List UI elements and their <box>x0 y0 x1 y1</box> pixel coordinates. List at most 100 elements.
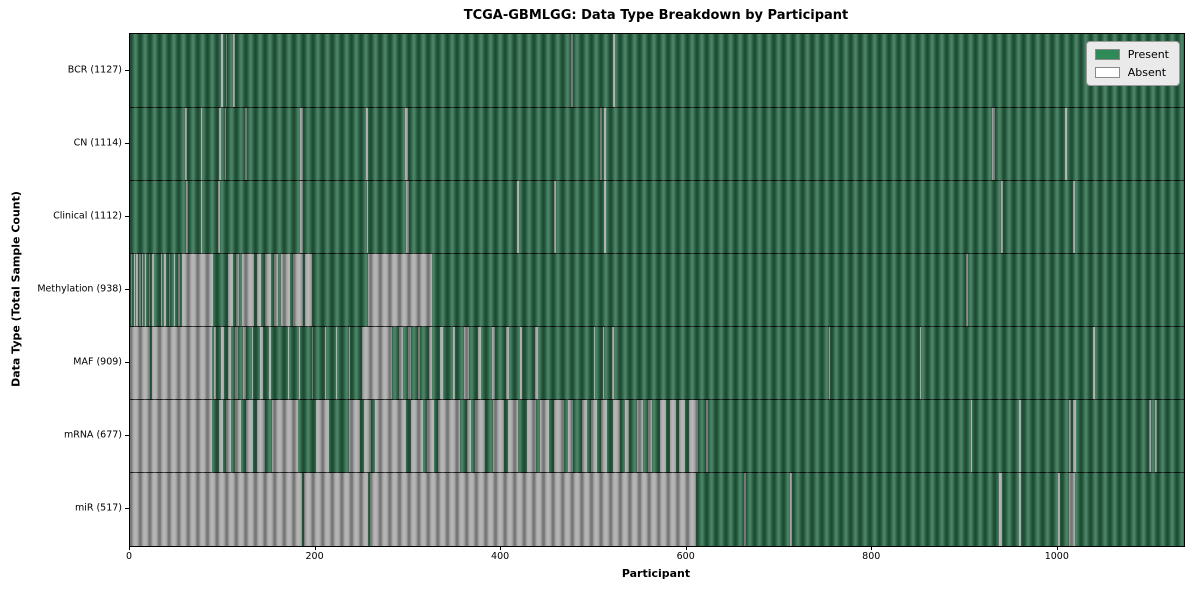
ytick-mark <box>125 508 129 510</box>
ytick-label-maf: MAF (909) <box>73 356 122 368</box>
absent-segment <box>152 326 212 400</box>
absent-segment <box>439 326 443 400</box>
absent-segment <box>228 253 233 327</box>
absent-segment <box>706 399 709 473</box>
xtick-label-800: 800 <box>862 551 881 562</box>
xtick-mark <box>314 546 316 550</box>
absent-segment <box>257 399 266 473</box>
absent-segment <box>507 399 518 473</box>
absent-segment <box>200 180 203 254</box>
ytick-label-mir: miR (517) <box>74 502 122 514</box>
absent-segment <box>184 107 187 181</box>
row-mir <box>130 472 1184 546</box>
absent-segment <box>612 326 614 400</box>
absent-segment <box>1001 180 1004 254</box>
legend-item-absent: Absent <box>1094 66 1169 79</box>
absent-segment <box>243 326 246 400</box>
absent-segment <box>370 472 696 546</box>
absent-segment <box>593 326 596 400</box>
absent-segment <box>405 180 410 254</box>
absent-segment <box>228 326 232 400</box>
absent-segment <box>534 326 539 400</box>
absent-segment <box>679 399 685 473</box>
absent-segment <box>324 326 327 400</box>
absent-segment <box>581 399 588 473</box>
absent-segment <box>567 399 574 473</box>
absent-segment <box>269 326 272 400</box>
absent-segment <box>965 253 968 327</box>
row-bcr <box>130 34 1184 108</box>
absent-segment <box>604 107 606 181</box>
absent-segment <box>688 399 698 473</box>
absent-segment <box>219 107 221 181</box>
absent-segment <box>527 399 537 473</box>
row-mrna <box>130 399 1184 473</box>
absent-segment <box>299 180 304 254</box>
ytick-mark <box>125 362 129 364</box>
absent-segment <box>224 107 227 181</box>
ytick-label-methylation: Methylation (938) <box>37 283 122 295</box>
ytick-mark <box>125 142 129 144</box>
plot-area: Present Absent <box>129 33 1185 547</box>
xtick-label-400: 400 <box>491 551 510 562</box>
absent-segment <box>828 326 831 400</box>
absent-segment <box>601 399 607 473</box>
absent-segment <box>1093 326 1095 400</box>
absent-segment <box>744 472 747 546</box>
absent-segment <box>219 399 223 473</box>
absent-swatch-icon <box>1094 67 1120 78</box>
absent-segment <box>299 107 304 181</box>
legend-label-absent: Absent <box>1127 66 1167 79</box>
ytick-mark <box>125 289 129 290</box>
absent-segment <box>477 326 481 400</box>
absent-segment <box>335 326 338 400</box>
legend: Present Absent <box>1085 41 1180 86</box>
absent-segment <box>130 326 151 400</box>
absent-segment <box>348 399 361 473</box>
row-separator <box>130 399 1184 401</box>
absent-segment <box>636 399 644 473</box>
absent-segment <box>492 399 504 473</box>
absent-segment <box>669 399 676 473</box>
absent-segment <box>226 399 232 473</box>
absent-segment <box>348 326 351 400</box>
absent-segment <box>271 399 298 473</box>
absent-segment <box>999 472 1003 546</box>
absent-segment <box>540 399 550 473</box>
row-separator <box>130 326 1184 328</box>
row-separator <box>130 252 1184 254</box>
absent-segment <box>428 326 432 400</box>
absent-segment <box>213 326 217 400</box>
absent-segment <box>363 399 372 473</box>
absent-segment <box>970 399 973 473</box>
absent-segment <box>519 326 523 400</box>
xtick-mark <box>685 546 687 550</box>
absent-segment <box>361 326 392 400</box>
absent-segment <box>264 253 272 327</box>
absent-segment <box>148 253 150 327</box>
absent-segment <box>315 399 329 473</box>
absent-segment <box>178 253 180 327</box>
absent-segment <box>505 326 509 400</box>
absent-segment <box>603 326 605 400</box>
absent-segment <box>242 253 255 327</box>
row-separator <box>130 472 1184 474</box>
xtick-mark <box>129 546 130 550</box>
absent-segment <box>624 399 630 473</box>
absent-segment <box>136 253 138 327</box>
absent-segment <box>139 253 141 327</box>
absent-segment <box>245 107 247 181</box>
xtick-mark <box>1056 546 1058 550</box>
absent-segment <box>235 253 240 327</box>
absent-segment <box>591 399 597 473</box>
absent-segment <box>365 107 368 181</box>
ytick-mark <box>125 69 129 71</box>
absent-segment <box>417 326 421 400</box>
absent-segment <box>1018 399 1021 473</box>
absent-segment <box>600 107 603 181</box>
absent-segment <box>303 472 369 546</box>
absent-segment <box>554 180 556 254</box>
absent-segment <box>130 399 212 473</box>
absent-segment <box>464 326 469 400</box>
